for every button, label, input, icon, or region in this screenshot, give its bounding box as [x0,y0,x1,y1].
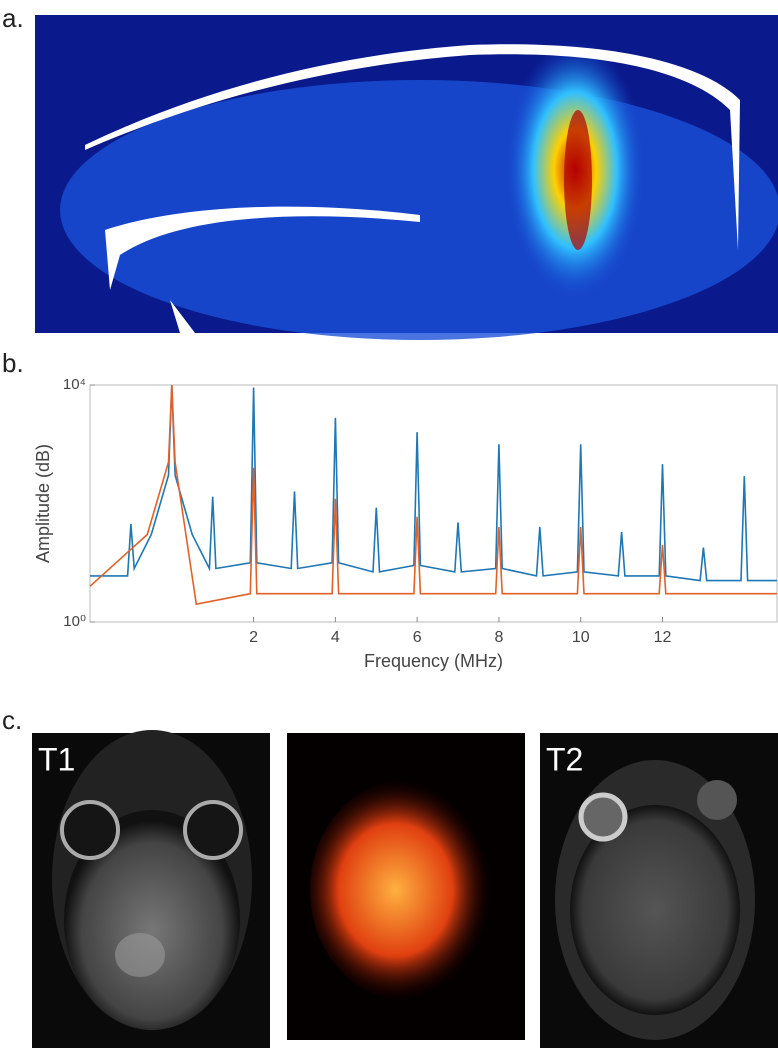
eye [697,780,737,820]
x-tick-label: 4 [331,629,340,646]
lesion [115,933,165,977]
spectrum-line [90,384,777,582]
x-tick-label: 8 [494,629,503,646]
image-label: T2 [546,741,583,777]
brain [310,780,500,1000]
x-tick-label: 12 [654,629,672,646]
panel-label: c. [2,705,22,735]
skull [170,300,195,333]
x-tick-label: 6 [413,629,422,646]
focus-core [564,110,592,250]
x-tick-label: 2 [249,629,258,646]
y-axis-label: Amplitude (dB) [33,444,53,563]
panel-label: b. [2,348,24,378]
x-axis-label: Frequency (MHz) [364,651,503,671]
eye [578,792,628,842]
plot-frame [89,384,778,623]
field [60,80,778,340]
spectrum-chart: 10⁰ 10⁴ 2 4 6 8 10 12 Frequency (MHz) Amplitude (… [33,376,778,671]
skull [85,44,740,251]
x-tick-label: 10 [572,629,590,646]
skull [105,206,420,290]
eye [60,800,120,860]
panel-label: a. [2,3,24,33]
y-tick-label: 10⁴ [63,376,86,393]
brain [64,810,240,1030]
eye [183,800,243,860]
image-label: T1 [38,741,75,777]
y-tick-label: 10⁰ [63,613,86,630]
spectrum-line [89,384,777,606]
brain [570,805,740,1015]
